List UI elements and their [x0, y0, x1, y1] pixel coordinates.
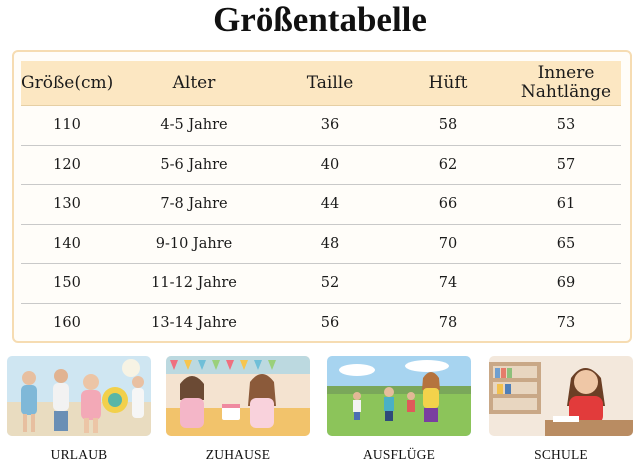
caption-school: SCHULE: [534, 447, 588, 462]
table-row: 150 11-12 Jahre 52 74 69: [21, 264, 621, 304]
home-photo: [166, 356, 310, 436]
cell-size: 140: [53, 235, 81, 252]
cell-age: 7-8 Jahre: [160, 196, 228, 213]
cell-inseam: 73: [556, 315, 576, 332]
header-inseam: Innere Nahtlänge: [520, 63, 612, 102]
cell-hip: 62: [438, 156, 458, 173]
header-size: Größe(cm): [21, 72, 114, 93]
cell-age: 11-12 Jahre: [151, 275, 237, 292]
size-table-frame: Größe(cm) Alter Taille Hüft Innere Nahtl…: [12, 50, 632, 343]
table-row: 110 4-5 Jahre 36 58 53: [21, 106, 621, 146]
cell-inseam: 53: [556, 117, 576, 134]
header-hip: Hüft: [428, 72, 468, 93]
cell-size: 160: [53, 315, 81, 332]
vacation-photo: [7, 356, 151, 436]
header-age: Alter: [172, 72, 216, 93]
caption-trips: AUSFLÜGE: [362, 447, 436, 462]
cell-waist: 56: [320, 315, 340, 332]
caption-home: ZUHAUSE: [205, 447, 271, 462]
cell-hip: 66: [438, 196, 458, 213]
cell-waist: 36: [320, 117, 340, 134]
cell-hip: 58: [438, 117, 458, 134]
cell-age: 5-6 Jahre: [160, 156, 228, 173]
table-row: 120 5-6 Jahre 40 62 57: [21, 146, 621, 185]
cell-waist: 40: [320, 156, 340, 173]
cell-inseam: 61: [556, 196, 576, 213]
cell-waist: 48: [320, 235, 340, 252]
cell-inseam: 65: [556, 235, 576, 252]
cell-size: 130: [53, 196, 81, 213]
school-photo: [489, 356, 633, 436]
cell-inseam: 57: [556, 156, 576, 173]
occasion-photos: [0, 356, 640, 436]
cell-age: 4-5 Jahre: [160, 117, 228, 134]
cell-inseam: 69: [556, 275, 576, 292]
cell-age: 9-10 Jahre: [155, 235, 233, 252]
size-table: Größe(cm) Alter Taille Hüft Innere Nahtl…: [21, 61, 621, 343]
cell-size: 120: [53, 156, 81, 173]
table-row: 140 9-10 Jahre 48 70 65: [21, 225, 621, 264]
cell-size: 110: [53, 117, 81, 134]
cell-waist: 52: [320, 275, 340, 292]
caption-vacation: URLAUB: [50, 447, 108, 462]
header-waist: Taille: [306, 72, 354, 93]
cell-waist: 44: [320, 196, 340, 213]
cell-hip: 70: [438, 235, 458, 252]
cell-size: 150: [53, 275, 81, 292]
cell-hip: 78: [438, 315, 458, 332]
cell-age: 13-14 Jahre: [151, 315, 237, 332]
table-row: 130 7-8 Jahre 44 66 61: [21, 185, 621, 225]
page-title: Größentabelle: [213, 0, 427, 39]
table-row: 160 13-14 Jahre 56 78 73: [21, 304, 621, 344]
trips-photo: [327, 356, 471, 436]
cell-hip: 74: [438, 275, 458, 292]
table-header-row: Größe(cm) Alter Taille Hüft Innere Nahtl…: [21, 61, 621, 106]
